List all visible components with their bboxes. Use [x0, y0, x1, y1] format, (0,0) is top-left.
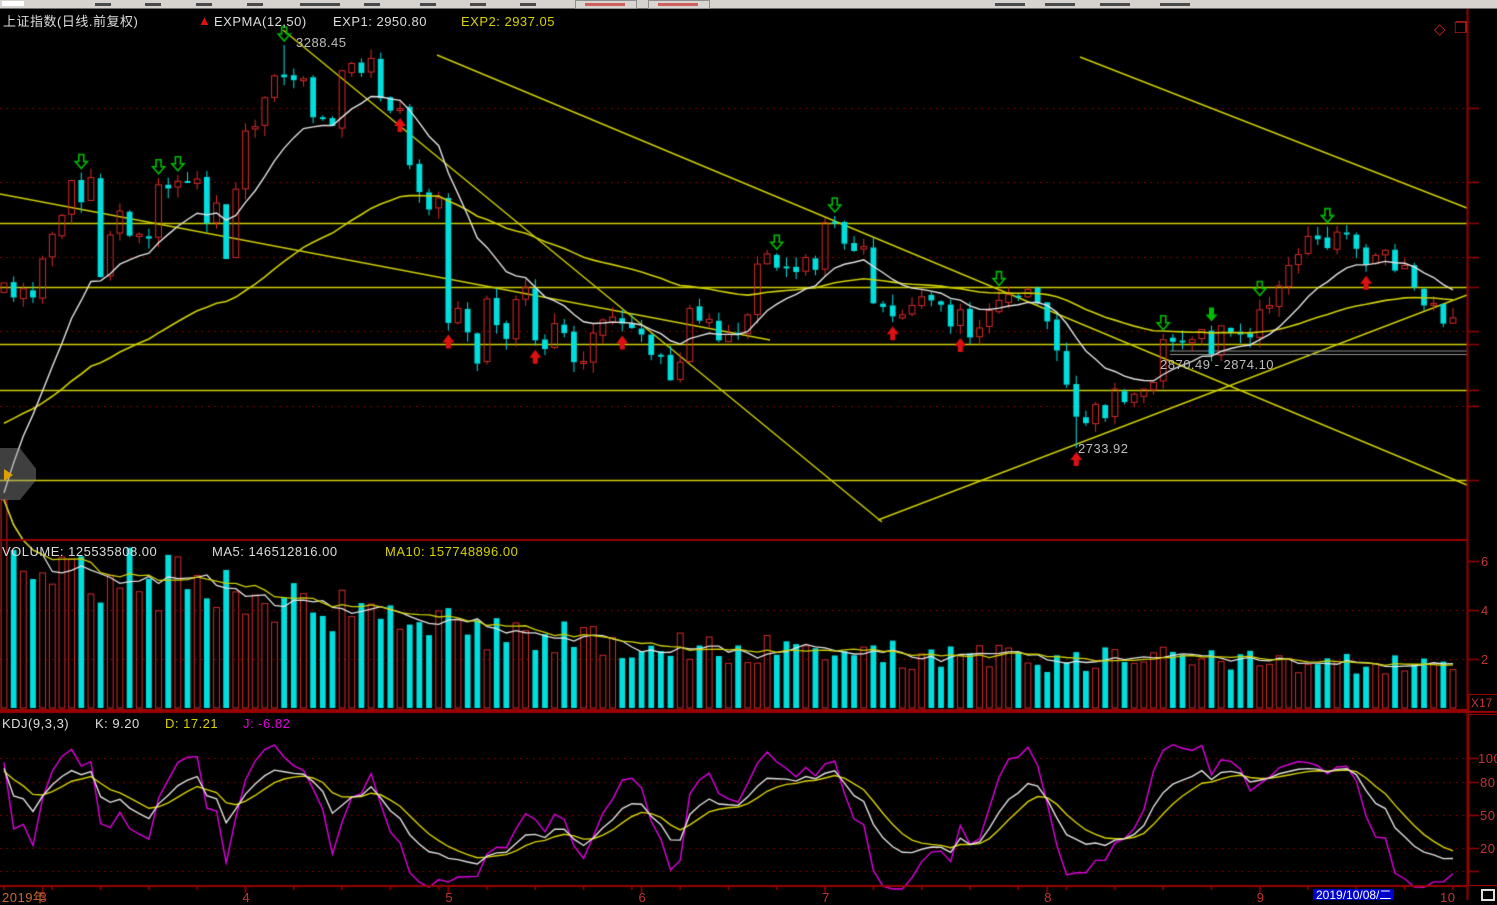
menu-button-1-label — [585, 3, 625, 6]
month-label: 8 — [1044, 890, 1052, 905]
cursor-date-badge: 2019/10/08/二 — [1313, 889, 1395, 901]
month-label: 4 — [242, 890, 251, 905]
volume-multiplier-label: X17 — [1471, 696, 1493, 710]
kdj-j-value: J: -6.82 — [243, 716, 291, 731]
kdj-indicator-name[interactable]: KDJ(9,3,3) — [2, 716, 70, 731]
vol-axis-label: 6 — [1481, 554, 1489, 569]
month-label: 7 — [822, 890, 830, 905]
menu-app-icon[interactable] — [2, 1, 24, 6]
restore-window-icon[interactable]: ❐ — [1454, 20, 1468, 37]
menu-button-1[interactable] — [575, 0, 637, 9]
menu-item-glyph — [420, 3, 436, 6]
menu-button-2-label — [658, 3, 698, 6]
menu-item-glyph — [470, 3, 486, 6]
month-label: 3 — [39, 890, 48, 905]
annotation-low-price: 2733.92 — [1078, 441, 1129, 456]
menu-item-glyph — [1100, 3, 1130, 6]
expand-arrow-icon — [4, 469, 13, 481]
menu-item-glyph — [520, 3, 536, 6]
month-label: 6 — [638, 890, 647, 905]
menu-item-glyph — [1160, 3, 1190, 6]
menu-bar[interactable] — [0, 0, 1497, 9]
annotation-range: 2870.49 - 2874.10 — [1160, 357, 1275, 372]
kdj-k-value: K: 9.20 — [95, 716, 140, 731]
menu-item-glyph — [1045, 3, 1075, 6]
exp1-value: EXP1: 2950.80 — [333, 14, 427, 29]
menu-item-glyph — [145, 3, 161, 6]
menu-item-glyph — [300, 3, 340, 6]
kdj-axis-label: 50 — [1480, 808, 1496, 823]
diamond-icon[interactable]: ◇ — [1434, 21, 1446, 38]
month-label: 9 — [1256, 890, 1265, 905]
menu-item-glyph — [247, 3, 263, 6]
volume-ma10-value: MA10: 157748896.00 — [385, 544, 519, 559]
kdj-axis-label: 80 — [1480, 775, 1496, 790]
bottom-right-partial-button[interactable] — [1481, 889, 1495, 901]
chart-title: 上证指数(日线.前复权) — [3, 14, 139, 29]
volume-ma5-value: MA5: 146512816.00 — [212, 544, 338, 559]
menu-button-2[interactable] — [648, 0, 710, 9]
annotation-peak-price: 3288.45 — [296, 35, 347, 50]
kdj-d-value: D: 17.21 — [165, 716, 219, 731]
kdj-axis-box — [1468, 714, 1497, 886]
menu-item-glyph — [364, 3, 380, 6]
up-arrow-icon: ▲ — [198, 13, 212, 28]
vol-axis-label: 4 — [1481, 603, 1489, 618]
menu-item-glyph — [196, 3, 212, 6]
kdj-axis-label: 20 — [1480, 841, 1496, 856]
volume-multiplier-box: X17 — [1468, 694, 1497, 712]
menu-item-glyph — [95, 3, 111, 6]
month-label: 5 — [445, 890, 454, 905]
vol-axis-label: 2 — [1481, 652, 1489, 667]
indicator-name[interactable]: EXPMA(12,50) — [214, 14, 307, 29]
menu-item-glyph — [995, 3, 1025, 6]
exp2-value: EXP2: 2937.05 — [461, 14, 555, 29]
volume-value: VOLUME: 125535808.00 — [2, 544, 158, 559]
kdj-axis-label: 100 — [1478, 751, 1497, 766]
month-label-october: 10 — [1440, 890, 1456, 905]
